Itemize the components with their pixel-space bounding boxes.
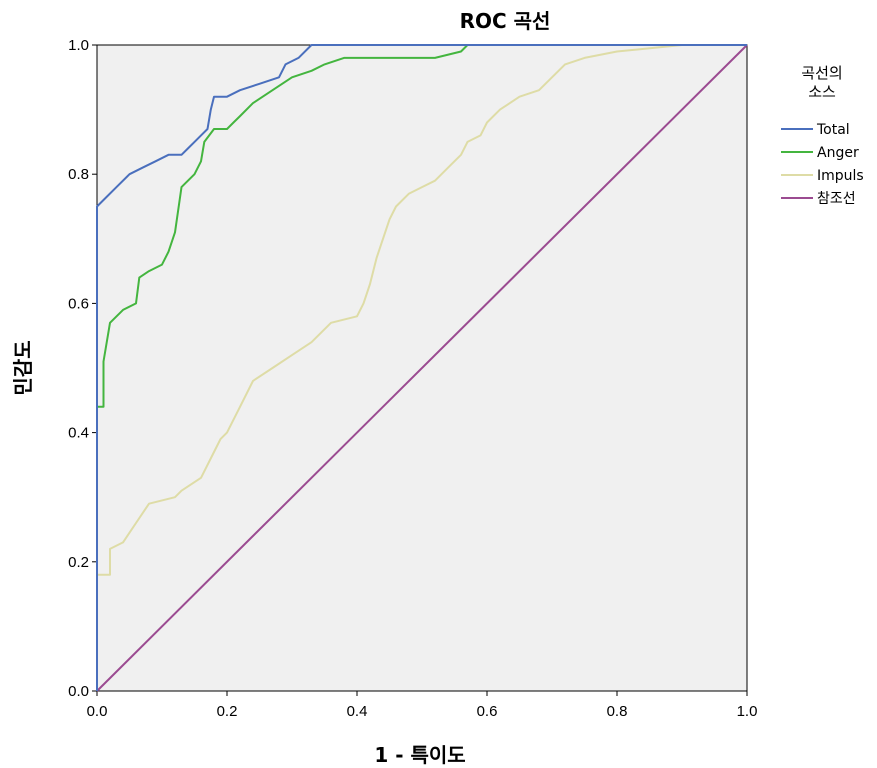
y-axis: 0.0 0.2 0.4 0.6 0.8 1.0 <box>68 37 97 700</box>
y-tick-label: 0.6 <box>68 295 89 312</box>
legend-label: Impuls <box>817 168 864 184</box>
x-tick-label: 1.0 <box>737 703 758 720</box>
x-tick-label: 0.8 <box>607 703 628 720</box>
x-tick-label: 0.6 <box>477 703 498 720</box>
x-tick-label: 0.0 <box>87 703 108 720</box>
series-lines <box>96 44 748 692</box>
chart-title: ROC 곡선 <box>460 9 551 33</box>
y-tick-label: 1.0 <box>68 37 89 54</box>
legend-title-line-1: 곡선의 <box>801 64 842 82</box>
y-axis-title: 민감도 <box>11 340 35 395</box>
series-line-impuls <box>96 44 747 691</box>
series-line-anger <box>96 44 747 691</box>
y-tick-label: 0.8 <box>68 166 89 183</box>
x-tick-label: 0.4 <box>347 703 368 720</box>
x-tick-label: 0.2 <box>217 703 238 720</box>
y-tick-label: 0.2 <box>68 554 89 571</box>
series-line-total <box>96 44 747 691</box>
legend-title-line-2: 소스 <box>808 83 836 101</box>
legend-label: 참조선 <box>817 191 856 207</box>
y-tick-label: 0.4 <box>68 425 89 442</box>
legend-label: Total <box>816 122 850 138</box>
x-axis: 0.0 0.2 0.4 0.6 0.8 1.0 <box>87 691 758 720</box>
y-tick-label: 0.0 <box>68 683 89 700</box>
x-axis-title: 1 - 특이도 <box>374 743 465 767</box>
legend: 곡선의 소스 Total Anger Impuls 참조선 <box>781 64 864 207</box>
legend-label: Anger <box>817 145 859 161</box>
series-line-reference <box>96 44 748 692</box>
